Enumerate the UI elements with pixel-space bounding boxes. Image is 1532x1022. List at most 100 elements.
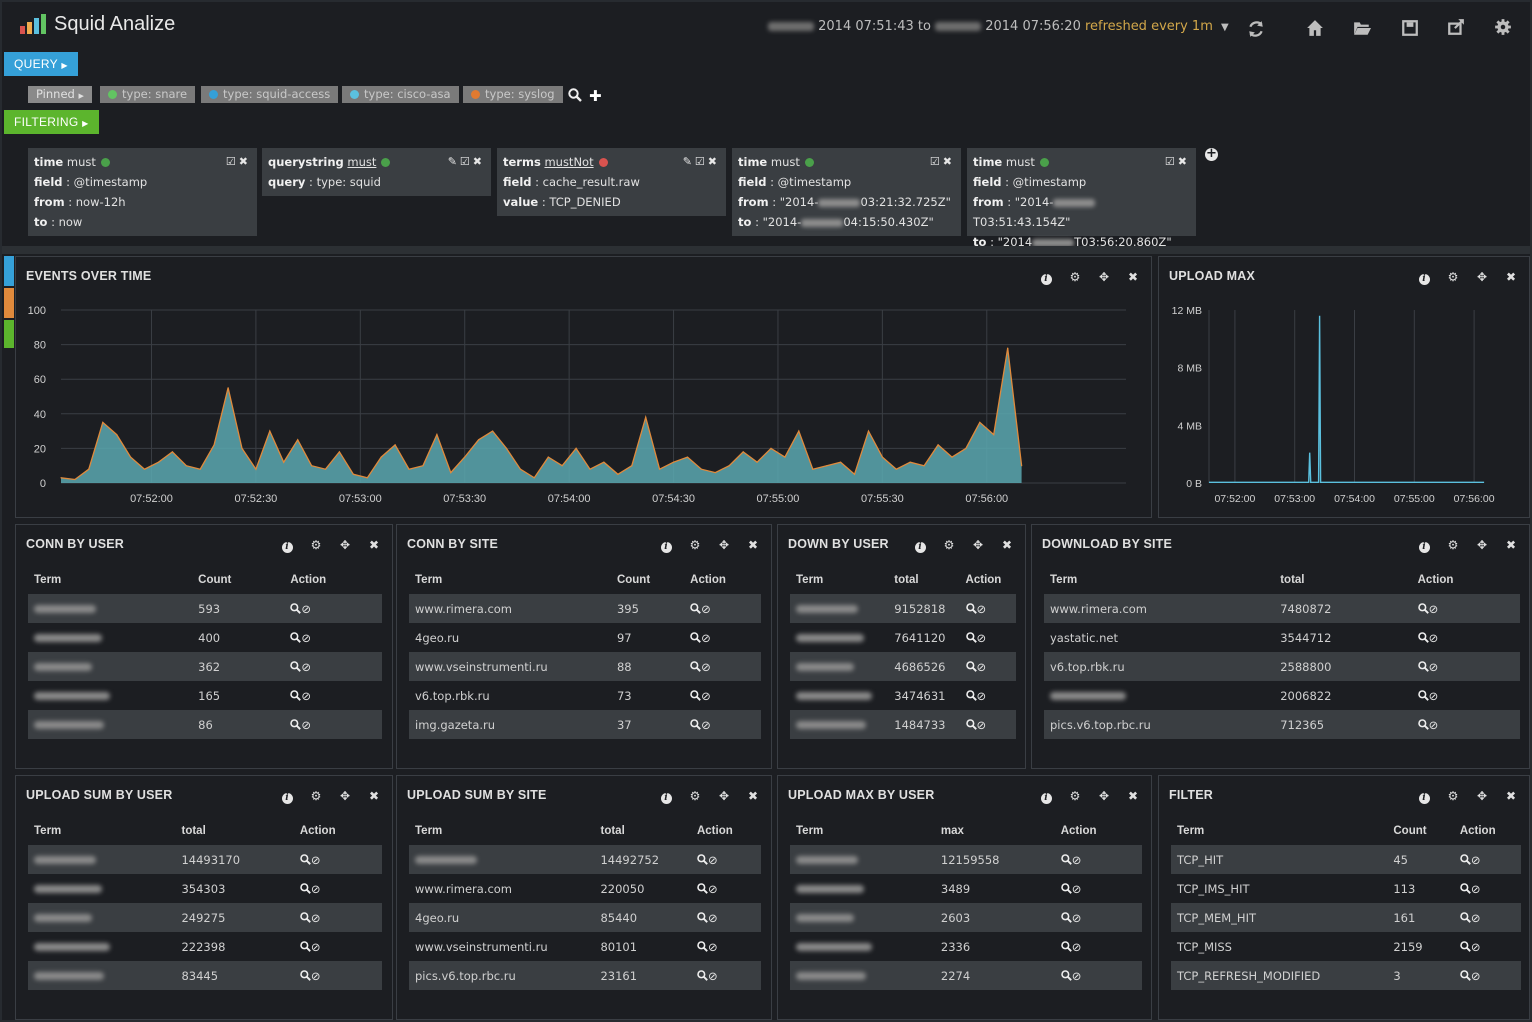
column-header[interactable]: Action — [1459, 824, 1496, 837]
info-icon[interactable]: i — [1416, 269, 1432, 285]
ban-icon[interactable]: ⊘ — [707, 939, 720, 954]
term-cell[interactable]: pics.v6.top.rbc.ru — [1044, 710, 1275, 739]
column-header[interactable]: total — [1280, 573, 1305, 586]
ban-icon[interactable]: ⊘ — [1071, 881, 1084, 896]
term-cell[interactable] — [28, 710, 193, 739]
gear-icon[interactable]: ⚙ — [689, 789, 701, 803]
search-icon[interactable] — [568, 88, 582, 102]
column-header[interactable]: Action — [299, 824, 336, 837]
column-header[interactable]: Term — [796, 573, 824, 586]
search-icon[interactable] — [1460, 911, 1471, 925]
term-cell[interactable]: www.rimera.com — [409, 874, 594, 903]
filter-mode[interactable]: mustNot — [544, 155, 594, 169]
filter-card-querystring[interactable]: querystring must query : type: squid ✎☑✖ — [262, 148, 491, 196]
query-chip-syslog[interactable]: type: syslog — [463, 86, 563, 103]
filter-status-dot[interactable] — [598, 158, 608, 167]
save-icon[interactable] — [1401, 19, 1419, 37]
home-icon[interactable] — [1306, 19, 1324, 37]
term-cell[interactable] — [790, 652, 889, 681]
filter-mode[interactable]: must — [347, 155, 377, 169]
move-icon[interactable]: ✥ — [972, 538, 984, 552]
remove-icon[interactable]: ✖ — [1177, 155, 1190, 168]
search-icon[interactable] — [1460, 969, 1471, 983]
term-cell[interactable]: pics.v6.top.rbc.ru — [409, 961, 595, 990]
search-icon[interactable] — [1417, 660, 1429, 674]
toggle-check-icon[interactable]: ☑ — [1164, 155, 1178, 168]
search-icon[interactable] — [300, 911, 311, 925]
search-icon[interactable] — [965, 602, 977, 616]
term-cell[interactable] — [790, 932, 935, 961]
close-icon[interactable]: ✖ — [1505, 789, 1517, 803]
column-header[interactable]: Term — [415, 573, 443, 586]
ban-icon[interactable]: ⊘ — [701, 717, 713, 732]
filter-card-time-range-a[interactable]: time must field : @timestamp from : "201… — [732, 148, 961, 236]
query-chip-snare[interactable]: type: snare — [100, 86, 196, 103]
move-icon[interactable]: ✥ — [1476, 270, 1488, 284]
term-cell[interactable] — [790, 594, 889, 623]
search-icon[interactable] — [1460, 940, 1471, 954]
column-header[interactable]: Action — [1417, 573, 1454, 586]
ban-icon[interactable]: ⊘ — [976, 630, 989, 645]
ban-icon[interactable]: ⊘ — [1470, 910, 1483, 925]
search-icon[interactable] — [290, 602, 302, 616]
gear-icon[interactable]: ⚙ — [1447, 538, 1459, 552]
refresh-icon[interactable] — [1247, 20, 1265, 38]
search-icon[interactable] — [690, 631, 702, 645]
share-icon[interactable] — [1447, 18, 1465, 36]
time-range-picker[interactable]: 2014 07:51:43 to 2014 07:56:20 refreshed… — [768, 19, 1229, 34]
remove-icon[interactable]: ✖ — [238, 155, 251, 168]
search-icon[interactable] — [965, 689, 977, 703]
search-icon[interactable] — [1060, 911, 1072, 925]
column-header[interactable]: Count — [1393, 824, 1427, 837]
info-icon[interactable]: i — [279, 788, 295, 804]
toggle-check-icon[interactable]: ☑ — [929, 155, 943, 168]
term-cell[interactable]: img.gazeta.ru — [409, 710, 611, 739]
term-cell[interactable] — [790, 681, 888, 710]
search-icon[interactable] — [690, 718, 702, 732]
column-header[interactable]: Count — [616, 573, 651, 586]
search-icon[interactable] — [290, 631, 302, 645]
search-icon[interactable] — [1460, 882, 1471, 896]
ban-icon[interactable]: ⊘ — [301, 688, 313, 703]
term-cell[interactable] — [790, 903, 935, 932]
info-icon[interactable]: i — [1038, 788, 1054, 804]
column-header[interactable]: Action — [690, 573, 726, 586]
query-toggle-button[interactable]: QUERY ▶ — [4, 52, 78, 76]
ban-icon[interactable]: ⊘ — [1071, 910, 1084, 925]
search-icon[interactable] — [697, 853, 708, 867]
info-icon[interactable]: i — [1416, 788, 1432, 804]
column-header[interactable]: Term — [34, 573, 62, 586]
close-icon[interactable]: ✖ — [1127, 789, 1139, 803]
ban-icon[interactable]: ⊘ — [1071, 852, 1084, 867]
column-header[interactable]: Term — [796, 824, 824, 837]
gear-icon[interactable]: ⚙ — [310, 538, 322, 552]
edit-icon[interactable]: ✎ — [447, 155, 460, 168]
term-cell[interactable]: TCP_HIT — [1171, 845, 1388, 874]
ban-icon[interactable]: ⊘ — [1071, 939, 1084, 954]
ban-icon[interactable]: ⊘ — [1470, 852, 1483, 867]
column-header[interactable]: total — [181, 824, 206, 837]
filter-status-dot[interactable] — [1039, 158, 1049, 167]
column-header[interactable]: Term — [34, 824, 62, 837]
term-cell[interactable]: www.vseinstrumenti.ru — [409, 652, 611, 681]
ban-icon[interactable]: ⊘ — [301, 717, 313, 732]
close-icon[interactable]: ✖ — [1505, 538, 1517, 552]
search-icon[interactable] — [300, 853, 311, 867]
search-icon[interactable] — [1417, 718, 1429, 732]
term-cell[interactable]: TCP_MEM_HIT — [1171, 903, 1388, 932]
ban-icon[interactable]: ⊘ — [301, 659, 313, 674]
term-cell[interactable]: 4geo.ru — [409, 903, 595, 932]
ban-icon[interactable]: ⊘ — [310, 852, 323, 867]
term-cell[interactable] — [790, 623, 888, 652]
ban-icon[interactable]: ⊘ — [1428, 717, 1441, 732]
ban-icon[interactable]: ⊘ — [976, 688, 989, 703]
ban-icon[interactable]: ⊘ — [1428, 630, 1441, 645]
filter-status-dot[interactable] — [804, 158, 814, 167]
toggle-check-icon[interactable]: ☑ — [694, 155, 708, 168]
term-cell[interactable]: 4geo.ru — [409, 623, 611, 652]
move-icon[interactable]: ✥ — [339, 538, 351, 552]
move-icon[interactable]: ✥ — [1476, 789, 1488, 803]
term-cell[interactable]: www.rimera.com — [1044, 594, 1275, 623]
term-cell[interactable]: www.rimera.com — [409, 594, 611, 623]
term-cell[interactable] — [790, 961, 935, 990]
